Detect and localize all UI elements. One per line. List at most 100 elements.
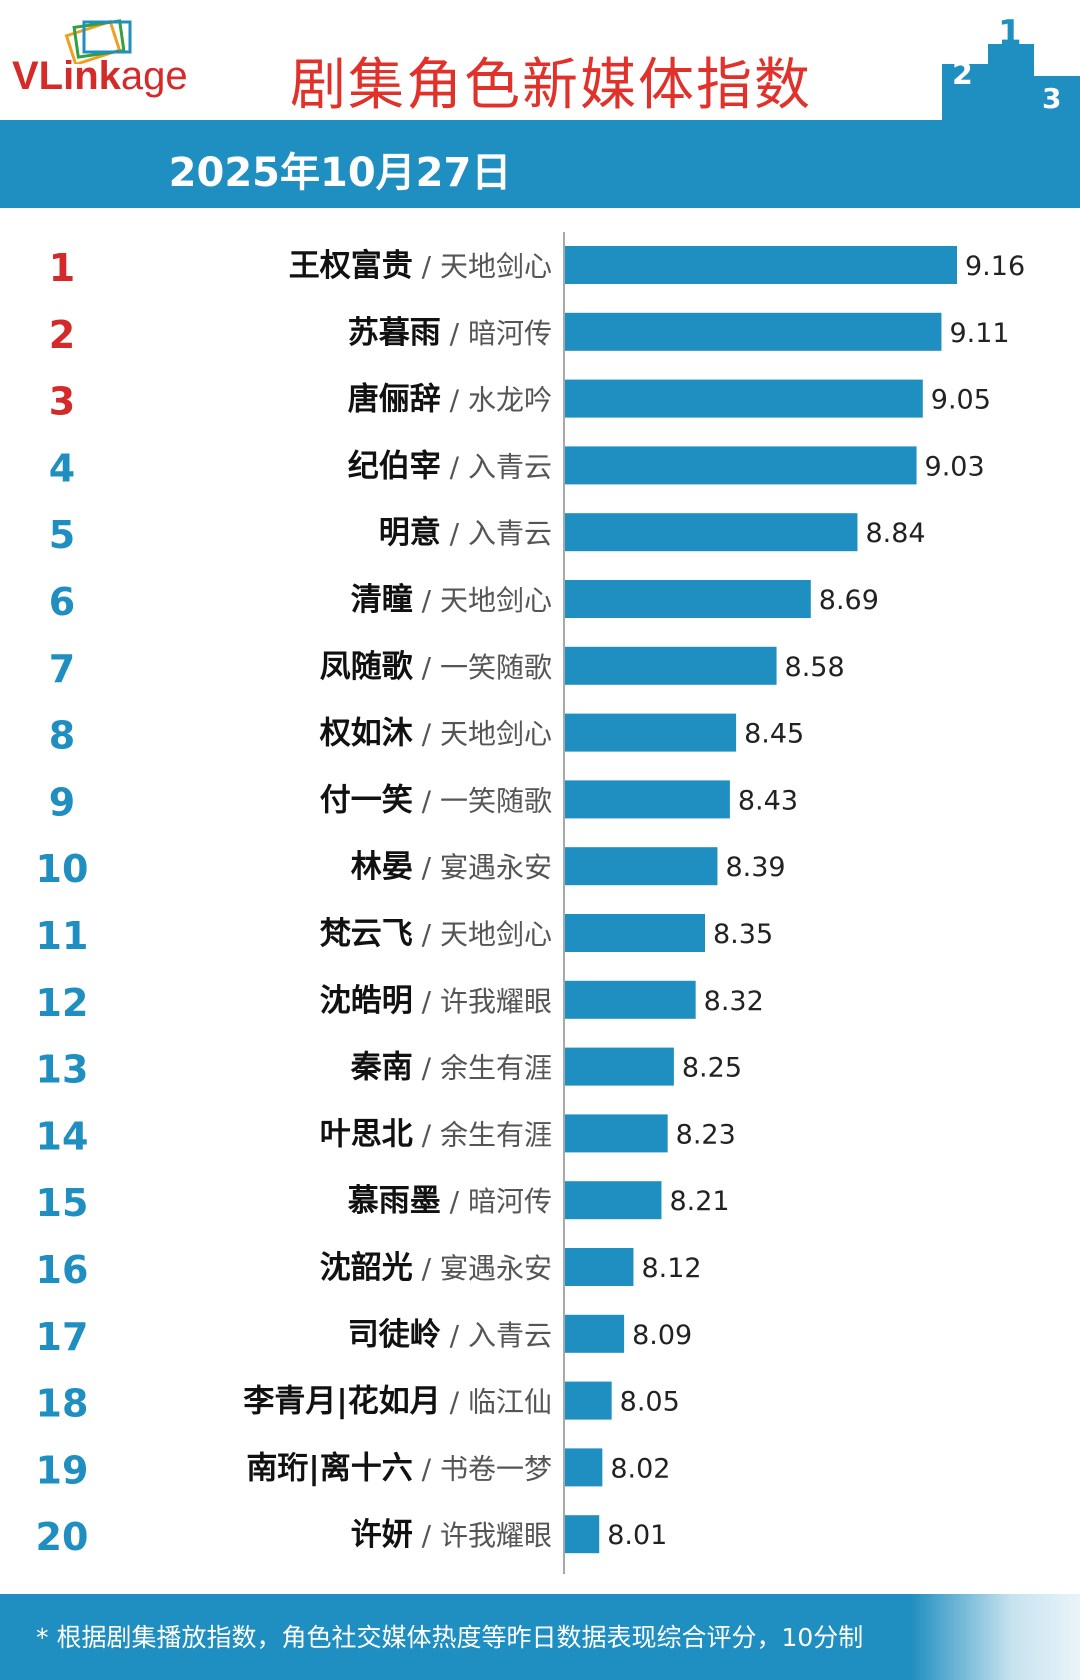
row-label: 沈韶光 / 宴遇永安 <box>320 1250 552 1286</box>
header: VLinkage 剧集角色新媒体指数 2 1 3 <box>0 0 1080 120</box>
ranking-bar-chart: 1 王权富贵 / 天地剑心 9.16 2 苏暮雨 / 暗河传 9.11 3 唐俪辞 / 水龙吟… <box>36 232 1025 1574</box>
rank-number: 9 <box>49 780 75 824</box>
bar <box>565 713 737 752</box>
row-label: 纪伯宰 / 入青云 <box>348 448 552 484</box>
drama-name: 暗河传 <box>468 1185 552 1218</box>
bar <box>565 847 718 886</box>
character-name: 唐俪辞 <box>348 382 441 418</box>
drama-name: 临江仙 <box>468 1386 552 1419</box>
label-separator: / <box>441 517 468 550</box>
row-label: 司徒岭 / 入青云 <box>348 1317 552 1353</box>
label-separator: / <box>441 384 468 417</box>
row-label: 凤随歌 / 一笑随歌 <box>320 649 552 685</box>
bar <box>565 246 957 284</box>
value-label: 8.09 <box>632 1320 692 1351</box>
rank-number: 1 <box>49 246 75 290</box>
character-name: 付一笑 <box>320 782 413 818</box>
drama-name: 许我耀眼 <box>440 1519 552 1552</box>
drama-name: 宴遇永安 <box>440 1252 552 1285</box>
bar <box>565 1314 625 1353</box>
logo-cards-icon <box>64 19 132 64</box>
row-label: 苏暮雨 / 暗河传 <box>348 315 552 351</box>
row-label: 王权富贵 / 天地剑心 <box>289 248 552 284</box>
bar <box>565 1047 674 1086</box>
value-label: 8.32 <box>704 986 764 1017</box>
podium-number-2: 2 <box>952 57 973 92</box>
character-name: 王权富贵 <box>289 248 413 284</box>
label-separator: / <box>413 1452 440 1485</box>
rank-number: 5 <box>49 513 75 557</box>
value-label: 8.35 <box>713 919 773 950</box>
label-separator: / <box>413 1118 440 1151</box>
bar <box>565 914 705 952</box>
podium-number-1: 1 <box>998 14 1022 53</box>
rank-number: 13 <box>36 1048 89 1092</box>
character-name: 李青月|花如月 <box>243 1384 440 1420</box>
drama-name: 水龙吟 <box>468 384 552 417</box>
bar <box>565 580 811 618</box>
rank-number: 18 <box>36 1382 89 1426</box>
drama-name: 余生有涯 <box>440 1118 552 1151</box>
value-label: 8.39 <box>725 852 785 883</box>
character-name: 纪伯宰 <box>348 448 441 484</box>
drama-name: 天地剑心 <box>440 918 552 951</box>
character-name: 清瞳 <box>351 582 413 618</box>
row-label: 慕雨墨 / 暗河传 <box>348 1183 552 1219</box>
podium-icon: 2 1 3 <box>942 14 1080 120</box>
drama-name: 余生有涯 <box>440 1052 552 1085</box>
character-name: 沈韶光 <box>320 1250 413 1286</box>
character-name: 权如沐 <box>319 716 413 752</box>
character-name: 南珩|离十六 <box>246 1450 412 1486</box>
bar <box>565 379 923 418</box>
label-separator: / <box>413 784 440 817</box>
drama-name: 宴遇永安 <box>440 851 552 884</box>
character-name: 明意 <box>379 515 441 551</box>
rank-number: 20 <box>36 1515 89 1559</box>
bar <box>565 646 777 685</box>
value-label: 9.11 <box>949 318 1009 349</box>
label-separator: / <box>413 718 440 751</box>
drama-name: 天地剑心 <box>440 718 552 751</box>
label-separator: / <box>441 1319 468 1352</box>
bar <box>565 513 858 552</box>
rank-number: 2 <box>49 313 75 357</box>
value-label: 8.23 <box>676 1119 736 1150</box>
character-name: 慕雨墨 <box>348 1183 441 1219</box>
character-name: 许妍 <box>351 1517 413 1553</box>
character-name: 沈皓明 <box>320 983 413 1019</box>
rank-number: 10 <box>36 847 89 891</box>
character-name: 秦南 <box>350 1050 413 1086</box>
character-name: 林晏 <box>351 849 413 885</box>
drama-name: 许我耀眼 <box>440 985 552 1018</box>
row-label: 付一笑 / 一笑随歌 <box>320 782 552 818</box>
footnote: * 根据剧集播放指数，角色社交媒体热度等昨日数据表现综合评分，10分制 <box>36 1623 864 1652</box>
label-separator: / <box>441 450 468 483</box>
value-label: 8.45 <box>744 719 804 750</box>
row-label: 明意 / 入青云 <box>379 515 552 551</box>
row-label: 南珩|离十六 / 书卷一梦 <box>246 1450 552 1486</box>
bar <box>565 1181 662 1220</box>
drama-name: 入青云 <box>468 1319 552 1352</box>
page-title: 剧集角色新媒体指数 <box>290 53 812 118</box>
value-label: 8.01 <box>607 1520 667 1551</box>
drama-name: 一笑随歌 <box>440 651 552 684</box>
bar <box>565 1248 634 1286</box>
drama-name: 入青云 <box>468 450 552 483</box>
label-separator: / <box>413 918 440 951</box>
rank-number: 6 <box>49 580 75 624</box>
label-separator: / <box>413 985 440 1018</box>
drama-name: 天地剑心 <box>440 584 552 617</box>
label-separator: / <box>413 1519 440 1552</box>
logo-text: VLinkage <box>12 54 188 99</box>
bar <box>565 1114 668 1153</box>
character-name: 梵云飞 <box>320 916 413 952</box>
value-label: 8.05 <box>620 1387 680 1418</box>
label-separator: / <box>441 1185 468 1218</box>
label-separator: / <box>441 1386 468 1419</box>
label-separator: / <box>413 651 440 684</box>
row-label: 唐俪辞 / 水龙吟 <box>348 382 552 418</box>
watermark-fade <box>910 1594 1080 1680</box>
row-label: 沈皓明 / 许我耀眼 <box>320 983 552 1019</box>
rank-number: 12 <box>36 981 89 1025</box>
label-separator: / <box>413 851 440 884</box>
